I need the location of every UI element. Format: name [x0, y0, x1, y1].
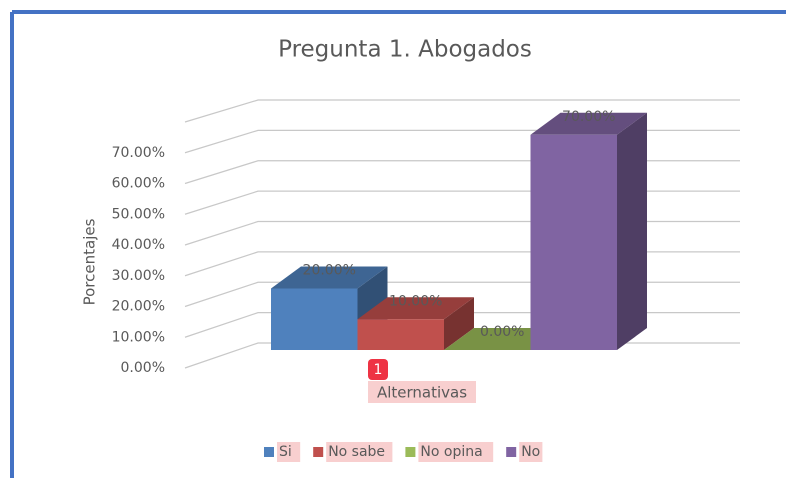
bar-front — [271, 288, 358, 350]
bar-top — [271, 266, 388, 289]
bar-side — [617, 112, 647, 350]
bar-side — [444, 297, 474, 350]
bar-front — [530, 134, 617, 350]
value-label: 20.00% — [303, 263, 356, 279]
legend-label: No — [521, 444, 540, 460]
bar-front — [357, 319, 444, 350]
legend-label: Si — [279, 444, 292, 460]
legend-swatch — [506, 447, 517, 457]
legend-label: No sabe — [328, 444, 385, 460]
grid-line — [184, 99, 740, 123]
y-tick-label: 60.00% — [112, 176, 165, 192]
y-tick-label: 40.00% — [112, 237, 165, 253]
legend-highlight — [519, 442, 543, 462]
y-tick-label: 50.00% — [112, 206, 165, 222]
bar — [530, 112, 647, 350]
y-tick-label: 0.00% — [121, 360, 165, 376]
chart-title: Pregunta 1. Abogados — [278, 37, 532, 63]
value-label: 70.00% — [562, 109, 615, 125]
bar-top — [357, 297, 474, 320]
legend-highlight — [418, 442, 494, 462]
x-label-highlight — [368, 381, 476, 403]
y-tick-label: 20.00% — [112, 299, 165, 315]
y-axis-label: Porcentajes — [81, 218, 99, 305]
legend-swatch — [313, 447, 324, 457]
value-label: 0.00% — [480, 324, 524, 340]
legend-highlight — [326, 442, 393, 462]
bar-top — [530, 112, 647, 135]
legend-highlight — [277, 442, 301, 462]
y-tick-label: 70.00% — [112, 145, 165, 161]
x-axis-label: Alternativas — [377, 384, 467, 402]
legend-swatch — [405, 447, 416, 457]
value-label: 10.00% — [389, 293, 442, 309]
category-badge — [368, 359, 388, 380]
bar — [357, 297, 474, 350]
legend-label: No opina — [420, 444, 482, 460]
x-tick-label: 1 — [374, 362, 383, 378]
legend-swatch — [264, 447, 274, 457]
y-tick-label: 10.00% — [112, 329, 165, 345]
y-tick-label: 30.00% — [112, 268, 165, 284]
